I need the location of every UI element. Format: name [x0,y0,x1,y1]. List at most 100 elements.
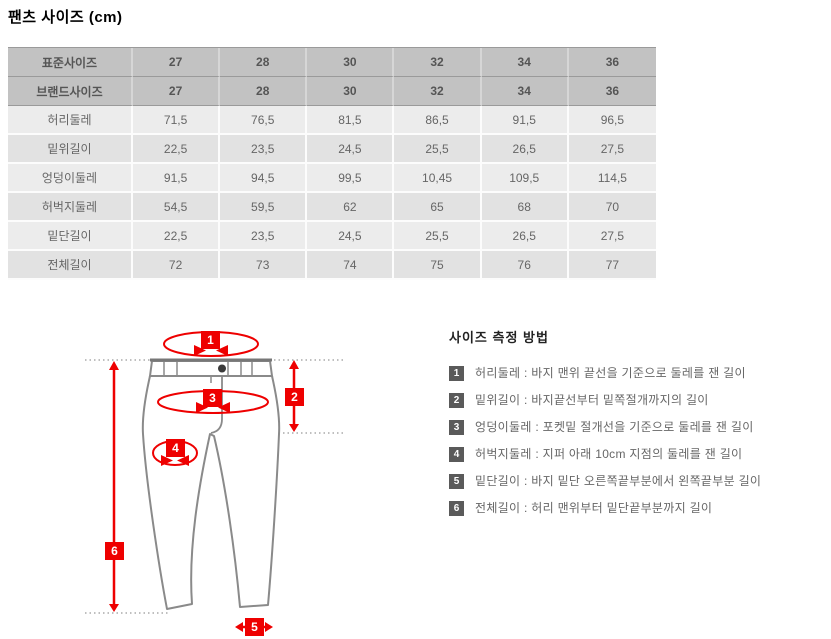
measure-badge-5 [245,618,264,636]
size-cell: 96,5 [568,106,656,135]
row-label: 엉덩이둘레 [8,164,133,193]
arrow-right-icon [265,622,273,632]
waist-button [218,364,226,373]
arrow-right-icon [196,402,208,413]
size-header-cell: 34 [481,77,569,106]
pants-outline [141,375,281,610]
size-cell: 62 [307,193,395,222]
size-cell: 114,5 [568,164,656,193]
arrow-left-icon [218,402,230,413]
size-cell: 75 [394,251,482,280]
measure-badge-3-label: 3 [209,391,216,405]
size-cell: 10,45 [394,164,482,193]
page-title: 팬츠 사이즈 (cm) [8,9,123,26]
table-row: 허벅지둘레 54,5 59,5 62 65 68 70 [8,193,656,222]
table-row: 밑위길이 22,5 23,5 24,5 25,5 26,5 27,5 [8,135,656,164]
size-header-cell: 32 [394,48,482,77]
row-label: 밑위길이 [8,135,133,164]
size-cell: 76,5 [220,106,308,135]
measure-badge-4 [166,439,185,457]
guide-item-number: 3 [449,420,464,435]
size-cell: 65 [394,193,482,222]
measure-badge-5-label: 5 [251,620,258,634]
measure-badge-4-label: 4 [172,441,179,455]
size-cell: 94,5 [220,164,308,193]
size-cell: 86,5 [394,106,482,135]
measure-badge-1 [201,331,220,349]
size-cell: 91,5 [133,164,221,193]
arrow-up-icon [289,360,299,369]
size-header-cell: 30 [307,77,395,106]
table-row: 전체길이 72 73 74 75 76 77 [8,251,656,280]
size-cell: 71,5 [133,106,221,135]
guide-item: 5 밑단길이 : 바지 밑단 오른쪽끝부분에서 왼쪽끝부분 길이 [449,474,831,489]
table-row: 엉덩이둘레 91,5 94,5 99,5 10,45 109,5 114,5 [8,164,656,193]
size-header-cell: 28 [220,77,308,106]
size-header-cell: 32 [394,77,482,106]
guide-item: 3 엉덩이둘레 : 포켓밑 절개선을 기준으로 둘레를 잰 길이 [449,420,831,435]
size-header-cell: 34 [481,48,569,77]
arrow-left-icon [177,455,189,466]
table-header-row: 표준사이즈 27 28 30 32 34 36 [8,48,656,77]
measurement-guide-list: 1 허리둘레 : 바지 맨위 끝선을 기준으로 둘레를 잰 길이 2 밑위길이 … [449,366,831,516]
header-label: 브랜드사이즈 [8,77,133,106]
guide-item-number: 1 [449,366,464,381]
size-cell: 23,5 [220,222,308,251]
guide-item-number: 2 [449,393,464,408]
guide-item: 2 밑위길이 : 바지끝선부터 밑쪽절개까지의 길이 [449,393,831,408]
guide-item-text: 밑단길이 : 바지 밑단 오른쪽끝부분에서 왼쪽끝부분 길이 [475,474,762,488]
arrow-down-icon [289,424,299,432]
row-label: 전체길이 [8,251,133,280]
fly-line [210,377,223,434]
size-cell: 91,5 [481,106,569,135]
row-label: 허벅지둘레 [8,193,133,222]
pants-measurement-diagram: 1 2 3 4 6 5 [85,331,346,636]
table-row: 밑단길이 22,5 23,5 24,5 25,5 26,5 27,5 [8,222,656,251]
size-table: 표준사이즈 27 28 30 32 34 36 브랜드사이즈 27 28 30 … [8,47,656,280]
size-cell: 22,5 [133,135,221,164]
guide-item: 6 전체길이 : 허리 맨위부터 밑단끝부분까지 길이 [449,501,831,516]
guide-item-text: 허벅지둘레 : 지퍼 아래 10cm 지점의 둘레를 잰 길이 [475,447,743,461]
guide-item-text: 밑위길이 : 바지끝선부터 밑쪽절개까지의 길이 [475,393,709,407]
guide-item-text: 허리둘레 : 바지 맨위 끝선을 기준으로 둘레를 잰 길이 [475,366,746,380]
row-label: 허리둘레 [8,106,133,135]
size-cell: 54,5 [133,193,221,222]
guide-item-number: 6 [449,501,464,516]
guide-item-number: 4 [449,447,464,462]
table-row: 허리둘레 71,5 76,5 81,5 86,5 91,5 96,5 [8,106,656,135]
guide-item-number: 5 [449,474,464,489]
size-cell: 74 [307,251,395,280]
arrow-up-icon [109,361,119,370]
size-cell: 72 [133,251,221,280]
measure-badge-2 [285,388,304,406]
size-cell: 77 [568,251,656,280]
size-cell: 24,5 [307,135,395,164]
waistband [148,360,274,377]
size-cell: 27,5 [568,135,656,164]
measure-badge-6-label: 6 [111,544,118,558]
size-cell: 76 [481,251,569,280]
arrow-left-icon [216,345,228,356]
size-cell: 23,5 [220,135,308,164]
arrow-left-icon [235,622,243,632]
size-cell: 27,5 [568,222,656,251]
guide-item-text: 전체길이 : 허리 맨위부터 밑단끝부분까지 길이 [475,501,713,515]
measurement-guide: 사이즈 측정 방법 1 허리둘레 : 바지 맨위 끝선을 기준으로 둘레를 잰 … [449,327,831,528]
guide-item: 4 허벅지둘레 : 지퍼 아래 10cm 지점의 둘레를 잰 길이 [449,447,831,462]
size-cell: 68 [481,193,569,222]
size-header-cell: 36 [568,48,656,77]
size-header-cell: 27 [133,77,221,106]
guide-item: 1 허리둘레 : 바지 맨위 끝선을 기준으로 둘레를 잰 길이 [449,366,831,381]
size-cell: 109,5 [481,164,569,193]
measure-badge-3 [203,389,222,407]
size-cell: 26,5 [481,135,569,164]
measure-badge-1-label: 1 [207,333,214,347]
measure-badge-6 [105,542,124,560]
guide-item-text: 엉덩이둘레 : 포켓밑 절개선을 기준으로 둘레를 잰 길이 [475,420,754,434]
size-cell: 22,5 [133,222,221,251]
size-cell: 99,5 [307,164,395,193]
size-cell: 59,5 [220,193,308,222]
size-cell: 25,5 [394,135,482,164]
row-label: 밑단길이 [8,222,133,251]
